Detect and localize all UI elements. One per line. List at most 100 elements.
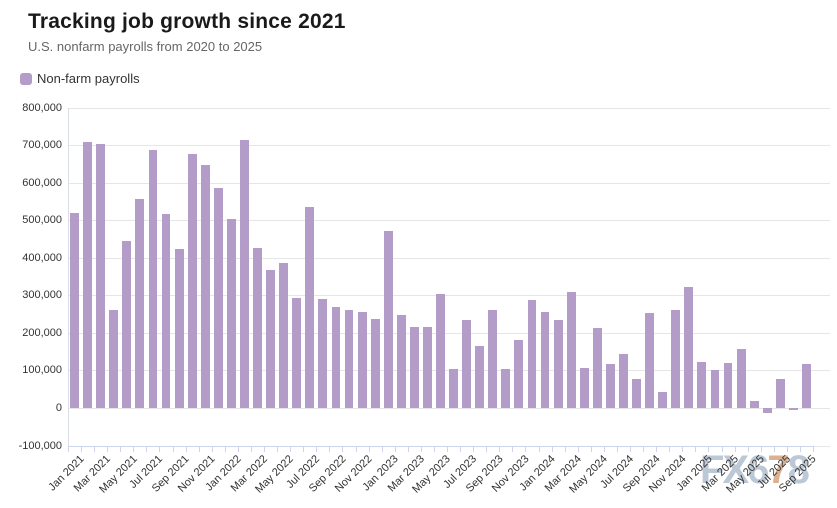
- x-axis-tick: [237, 446, 239, 452]
- payroll-bar[interactable]: [305, 206, 315, 409]
- payroll-bar[interactable]: [409, 326, 419, 409]
- payroll-bar[interactable]: [488, 310, 498, 409]
- payroll-bar[interactable]: [226, 219, 236, 409]
- payroll-bar[interactable]: [187, 154, 197, 409]
- payroll-bar[interactable]: [253, 247, 262, 409]
- payroll-bar[interactable]: [200, 165, 210, 409]
- payroll-bar[interactable]: [723, 363, 733, 409]
- payroll-bar[interactable]: [632, 379, 641, 409]
- x-axis-tick: [277, 446, 279, 452]
- x-axis-tick: [420, 446, 422, 452]
- payroll-bar[interactable]: [83, 141, 93, 409]
- y-axis-tick-label: 500,000: [22, 214, 62, 227]
- x-axis-tick: [355, 446, 357, 452]
- payroll-bar[interactable]: [318, 298, 328, 409]
- y-axis-tick-label: 200,000: [22, 326, 62, 339]
- x-axis-tick: [708, 446, 710, 452]
- legend-item-nonfarm-payrolls[interactable]: Non-farm payrolls: [20, 71, 140, 86]
- payroll-bar[interactable]: [213, 187, 223, 409]
- payroll-bar[interactable]: [109, 309, 119, 409]
- payroll-bar[interactable]: [671, 310, 681, 409]
- x-axis-tick: [250, 446, 252, 452]
- payroll-bar[interactable]: [449, 369, 458, 409]
- x-axis-tick: [407, 446, 409, 452]
- x-axis-tick: [185, 446, 187, 452]
- payroll-bar[interactable]: [645, 312, 655, 409]
- x-axis-tick: [551, 446, 553, 452]
- payroll-bar[interactable]: [579, 367, 589, 409]
- payroll-bar[interactable]: [174, 249, 184, 409]
- payroll-bar[interactable]: [122, 240, 132, 409]
- x-axis-tick: [473, 446, 475, 452]
- payroll-bar[interactable]: [357, 312, 367, 409]
- payroll-bar[interactable]: [422, 326, 432, 409]
- x-axis-tick: [133, 446, 135, 452]
- x-axis-tick: [381, 446, 383, 452]
- watermark-letter: 7: [767, 448, 789, 492]
- watermark-letter: 8: [787, 448, 810, 492]
- x-axis-tick: [786, 446, 788, 452]
- payroll-bar[interactable]: [396, 315, 406, 409]
- x-axis-tick: [669, 446, 671, 452]
- payroll-bar[interactable]: [501, 369, 511, 409]
- y-axis-tick-label: 800,000: [22, 101, 62, 114]
- payroll-bar[interactable]: [240, 140, 249, 409]
- payroll-bar[interactable]: [762, 408, 772, 414]
- x-axis-tick: [342, 446, 344, 452]
- payroll-bar[interactable]: [135, 199, 145, 409]
- payroll-bar[interactable]: [436, 293, 445, 409]
- payroll-bar[interactable]: [148, 149, 158, 409]
- gridline: [68, 407, 830, 409]
- y-axis-tick-label: 100,000: [22, 364, 62, 377]
- payroll-bar[interactable]: [344, 309, 354, 409]
- payroll-bar[interactable]: [540, 312, 550, 409]
- payroll-bar[interactable]: [462, 319, 472, 409]
- payroll-bar[interactable]: [566, 292, 576, 409]
- payroll-bar[interactable]: [658, 391, 668, 409]
- x-axis-tick: [316, 446, 318, 452]
- payroll-bar[interactable]: [514, 340, 524, 409]
- x-axis-tick: [303, 446, 305, 452]
- payroll-bar[interactable]: [96, 144, 106, 409]
- x-axis-tick: [447, 446, 449, 452]
- payroll-bar[interactable]: [619, 354, 628, 409]
- x-axis-tick: [813, 446, 814, 452]
- y-axis-tick-label: 300,000: [22, 289, 62, 302]
- payroll-bar[interactable]: [553, 319, 563, 409]
- payroll-bar[interactable]: [710, 370, 720, 409]
- payroll-bar[interactable]: [475, 346, 485, 409]
- payroll-bar[interactable]: [736, 349, 746, 409]
- y-axis-line: [68, 108, 69, 446]
- gridline: [68, 107, 830, 109]
- payroll-bar[interactable]: [292, 298, 302, 409]
- payroll-bar[interactable]: [592, 327, 602, 409]
- payroll-bar[interactable]: [70, 213, 79, 409]
- payroll-bar[interactable]: [775, 378, 785, 409]
- payroll-bar[interactable]: [802, 363, 811, 409]
- x-axis-tick: [159, 446, 161, 452]
- gridline: [68, 145, 830, 147]
- x-axis-tick: [290, 446, 292, 452]
- x-axis-tick: [368, 446, 370, 452]
- y-axis-tick-label: -100,000: [18, 439, 62, 452]
- x-axis-tick: [94, 446, 96, 452]
- x-axis-tick: [682, 446, 684, 452]
- legend-label: Non-farm payrolls: [37, 71, 140, 86]
- payroll-bar[interactable]: [370, 318, 380, 409]
- payroll-bar[interactable]: [749, 401, 759, 409]
- chart-title: Tracking job growth since 2021: [28, 10, 346, 33]
- payroll-bar[interactable]: [788, 408, 798, 410]
- payroll-bar[interactable]: [697, 361, 707, 409]
- payroll-bar[interactable]: [266, 270, 275, 409]
- payroll-bar[interactable]: [684, 287, 694, 409]
- payroll-bar[interactable]: [279, 263, 289, 409]
- x-axis-tick: [146, 446, 148, 452]
- x-axis-tick: [721, 446, 723, 452]
- payroll-bar[interactable]: [331, 307, 341, 409]
- payroll-bar[interactable]: [527, 299, 537, 409]
- payroll-bar[interactable]: [383, 231, 393, 409]
- payroll-bar[interactable]: [605, 364, 615, 409]
- payroll-bar[interactable]: [161, 214, 171, 409]
